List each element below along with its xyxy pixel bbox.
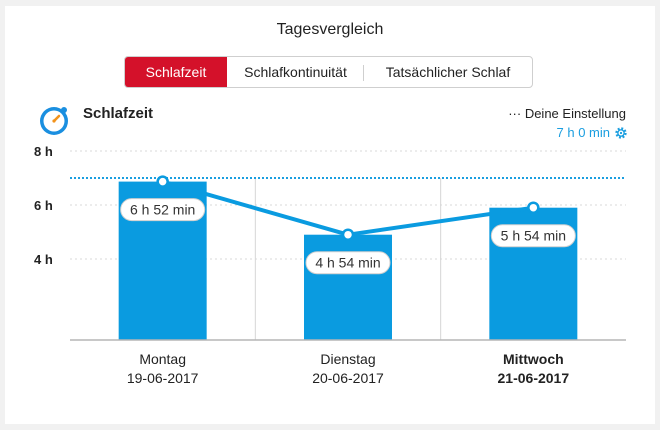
- data-label-box: [490, 224, 576, 248]
- page-title: Tagesvergleich: [276, 21, 384, 38]
- x-tick-label: Mittwoch: [503, 351, 564, 367]
- x-tick-label: Montag: [139, 351, 186, 367]
- setting-value: 7 h 0 min: [556, 125, 610, 140]
- tab-tatsaechlicher-schlaf[interactable]: Tatsächlicher Schlaf: [364, 57, 532, 87]
- tab-bar: Schlafzeit Schlafkontinuität Tatsächlich…: [124, 56, 533, 88]
- tab-schlafzeit[interactable]: Schlafzeit: [125, 57, 227, 87]
- x-tick-date: 19-06-2017: [127, 370, 199, 386]
- data-label-box: [120, 198, 206, 222]
- x-tick-date: 21-06-2017: [498, 370, 570, 386]
- data-point: [341, 228, 355, 241]
- y-tick-label: 4 h: [34, 252, 53, 267]
- setting-label: ··· Deine Einstellung: [508, 106, 626, 121]
- data-point: [156, 175, 169, 188]
- section-title: Schlafzeit: [83, 105, 154, 122]
- bar: [304, 234, 392, 340]
- tab-label: Schlafzeit: [145, 64, 207, 80]
- data-label: 6 h 52 min: [130, 202, 195, 218]
- tab-label: Tatsächlicher Schlaf: [385, 64, 511, 80]
- data-label: 5 h 54 min: [501, 228, 566, 244]
- x-tick-date: 20-06-2017: [312, 370, 384, 386]
- setting-value-link[interactable]: 7 h 0 min: [557, 125, 628, 140]
- y-tick-label: 8 h: [34, 144, 53, 159]
- sleep-clock-icon: [40, 107, 68, 135]
- y-tick-label: 6 h: [34, 198, 53, 213]
- tab-divider: [363, 65, 364, 81]
- x-tick-label: Dienstag: [320, 351, 375, 367]
- tab-label: Schlafkontinuität: [244, 64, 347, 80]
- tab-schlafkontinuitaet[interactable]: Schlafkontinuität: [227, 57, 364, 87]
- trend-line: [162, 179, 534, 237]
- gear-icon[interactable]: [614, 126, 628, 140]
- data-label-box: [305, 251, 391, 275]
- data-point: [527, 201, 540, 214]
- data-label: 4 h 54 min: [315, 255, 380, 271]
